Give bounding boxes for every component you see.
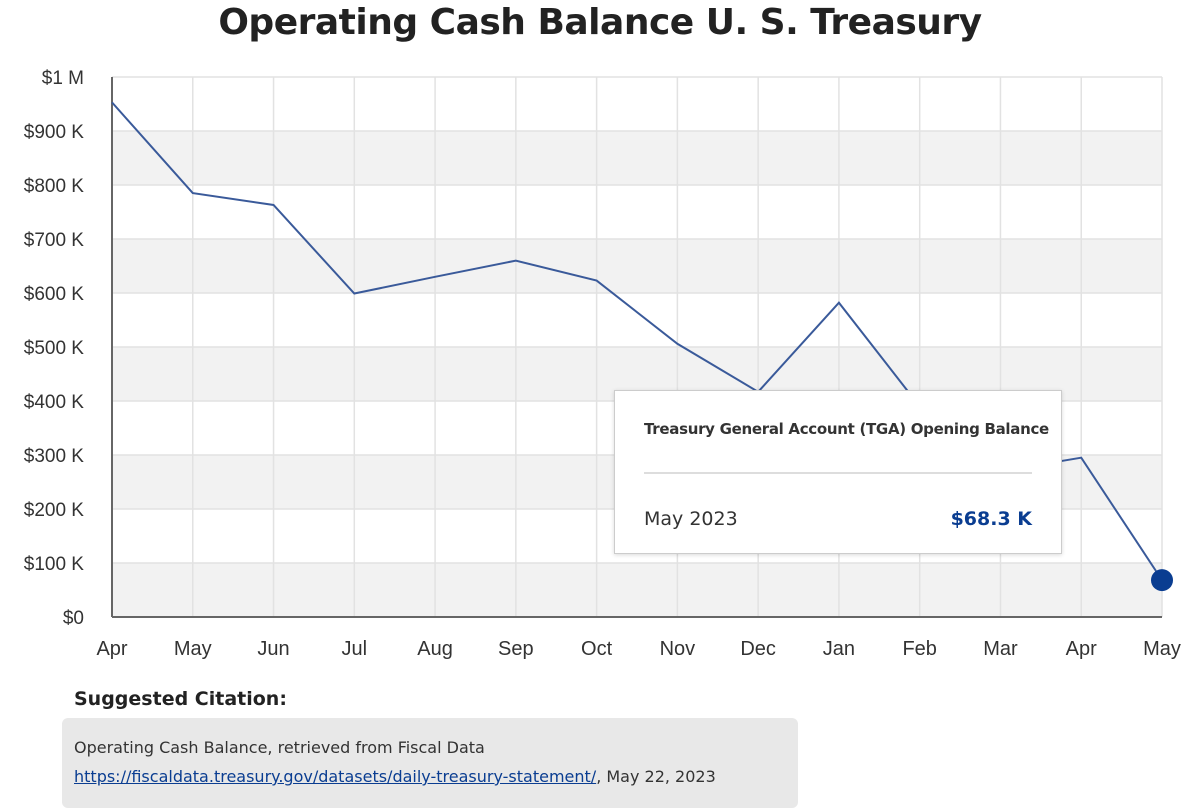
citation-source: https://fiscaldata.treasury.gov/datasets… xyxy=(74,767,716,786)
tooltip-date: May 2023 xyxy=(644,508,738,530)
highlighted-data-point xyxy=(1151,569,1173,592)
y-tick-label: $100 K xyxy=(24,554,85,575)
x-tick-label: Oct xyxy=(581,638,613,660)
x-tick-label: Jul xyxy=(342,638,368,660)
y-tick-label: $300 K xyxy=(24,446,85,467)
citation-link[interactable]: https://fiscaldata.treasury.gov/datasets… xyxy=(74,767,597,786)
x-tick-label: Sep xyxy=(498,638,534,660)
x-tick-label: Nov xyxy=(660,638,696,660)
citation-label: Suggested Citation: xyxy=(74,688,287,710)
chart-title: Operating Cash Balance U. S. Treasury xyxy=(218,2,982,43)
tooltip-divider xyxy=(644,472,1032,474)
x-tick-label: Apr xyxy=(1066,638,1097,660)
x-tick-label: Jan xyxy=(823,638,855,660)
grid-band xyxy=(112,131,1162,185)
x-tick-label: May xyxy=(174,638,212,660)
citation-text: Operating Cash Balance, retrieved from F… xyxy=(74,738,485,757)
y-tick-label: $400 K xyxy=(24,392,85,413)
tooltip-title: Treasury General Account (TGA) Opening B… xyxy=(644,420,1049,438)
citation-box: Operating Cash Balance, retrieved from F… xyxy=(62,718,798,808)
tooltip-value: $68.3 K xyxy=(950,508,1032,530)
y-tick-label: $500 K xyxy=(24,338,85,359)
y-tick-label: $1 M xyxy=(42,68,84,89)
grid-band xyxy=(112,563,1162,617)
x-tick-label: Dec xyxy=(740,638,776,660)
citation-date: , May 22, 2023 xyxy=(596,767,716,786)
y-tick-label: $800 K xyxy=(24,176,85,197)
grid-band xyxy=(112,239,1162,293)
x-tick-label: Aug xyxy=(417,638,453,660)
x-tick-label: Feb xyxy=(902,638,936,660)
y-tick-label: $700 K xyxy=(24,230,85,251)
x-tick-label: Mar xyxy=(983,638,1018,660)
x-tick-label: May xyxy=(1143,638,1181,660)
y-tick-label: $600 K xyxy=(24,284,85,305)
x-tick-label: Apr xyxy=(96,638,127,660)
y-tick-label: $200 K xyxy=(24,500,85,521)
tooltip: Treasury General Account (TGA) Opening B… xyxy=(614,390,1062,554)
x-tick-label: Jun xyxy=(257,638,289,660)
line-chart: $0 $100 K $200 K $300 K $400 K $500 K $600 K $7… xyxy=(24,68,1181,660)
y-tick-label: $900 K xyxy=(24,122,85,143)
y-tick-label: $0 xyxy=(63,608,84,629)
